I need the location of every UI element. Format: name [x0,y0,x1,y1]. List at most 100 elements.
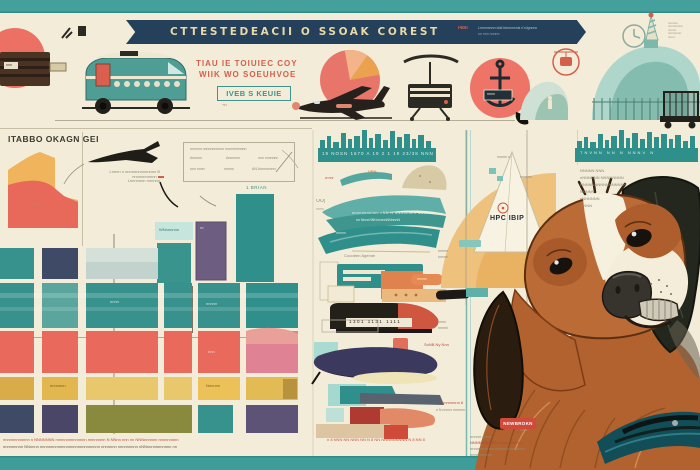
train-bar [321,303,439,333]
top-border-band [0,0,700,13]
table-cell [246,405,298,433]
table-cell [86,248,158,262]
table-footnote-1: nnnnnnnnnnnn n NNNNNNN nnnnnnnnnnnnnn nn… [3,438,179,442]
cell-note: nnnnn [206,302,218,306]
table-cell [164,283,192,328]
dog-right-eye [624,221,652,248]
dog-left-eye [546,249,573,275]
table-grid [0,248,298,433]
pie-chart [320,50,380,110]
fan-top-note: nnnnn n [497,155,510,159]
table-cell [42,283,78,328]
legend-item: nnnnn [224,167,234,171]
legend-item: AN Annnnnnnn [252,167,276,171]
info-line: NNNNNNNNNNNNNNNN [580,182,627,187]
oo-note: OO) [316,199,326,204]
legend-diagonal [275,151,293,173]
legend-item: Annnnnn [226,156,241,160]
dome-building [592,12,700,120]
fan-label: HPC IBIP [490,215,525,222]
skyline-numbers: 19 NOSN 1670 A 19 2 1 19 23/38 NNNNN [322,151,434,156]
caption-line: NNNNNNNNN n nnn nNNNn [470,440,522,445]
news-badge-label: NEWBROKN [503,421,533,426]
plane-note-line: Lnnnnnnn nnnnnn [127,178,160,184]
hill-shape [520,81,568,120]
skyline-right-text: TNVNN NN N NNNV N [580,151,656,155]
plane-note-line: Lnnnn n nnnnnnnnnnnnnn B [109,170,161,174]
caption-line: nnnnnnnnnn [470,452,493,457]
info-line: nNNNNNN NNNNNNNN [580,175,624,180]
table-cell [164,377,192,400]
van-caption-line2: WIIK WO SOEUHVOE [199,70,297,79]
caption-line: nnnnn nnnn [470,434,492,439]
cage-cart-icon [660,91,700,129]
banner-fine-line2: nn nnn nnnnn [478,32,500,36]
info-line: n NNN [580,203,593,208]
dog-head-tufts [577,176,627,196]
slate-note: nnnnnnnn 8 [442,401,464,405]
bar-purple-label: nn [200,226,205,230]
news-badge: NEWBROKN [500,418,536,429]
clock-icon [622,24,646,48]
scribble-marks [61,26,86,39]
camera-tripod-icon [403,54,459,121]
slate-note2: n N nnnnn nnnnnn [436,408,465,412]
table-cell [198,377,240,400]
table-cell [86,405,192,433]
corner-note: nnnnnn nnnnnnnnn nnnnn nnnnnnnn nnnn [668,22,683,39]
axis-lines [436,130,528,305]
gondola-icon [552,48,580,76]
bar-purple [195,221,227,281]
route-badge-label: IVEB S KEUIE [226,89,282,98]
info-line: NNNNN NNN [580,168,605,173]
corner-note-line: nnnnn [668,27,677,32]
table-cell [42,405,78,433]
axis-note3: nnnn [438,320,446,324]
bar-light-label: WNnnnnnn [159,228,180,232]
middle-bottom-note: n 8 NNN NN NNN NN N 8 NN NNNNNNNNN N 8 N… [327,438,425,442]
caption-dots: nnnn [520,429,527,432]
ribbon-text2: nn NnnnNNNnnnnnNNnnnN [356,218,400,222]
ribbon-text1: nnnnnnnnnnn nNN N NNNnnnnn NNNN [352,211,430,215]
right-caption-lines: nnnnn nnnn NNNNNNNNN n nnn nNNNn nnnnnnn… [470,434,562,458]
legend-header: nnnnnn nnnnnnnnnnn nnnnnnnnnnn [190,147,247,151]
beagle-puppy-illustration [473,176,700,470]
camper-van-icon [82,51,190,114]
suitcase-icon [0,52,67,86]
coral-tan-bars [316,407,435,439]
bar-light-teal [155,222,193,283]
banner-red-mark: I48II [458,26,468,31]
table-cell [42,377,78,400]
dog-whisker-dots [650,279,672,295]
wave-ribbons [318,172,446,254]
airplane-icon [292,86,392,120]
corner-note-line: nnnnnnnn [668,31,682,36]
pill-label: nnnnn [417,277,427,281]
brian-note: 1 BRIAN [246,185,268,190]
sub-note: SnNB Ny Nnn [424,343,449,347]
plane-notes: Lnnnn n nnnnnnnnnnnnnn B nnnnnnnnnnn n L… [86,170,161,184]
ribbon-tag: VEN: [368,170,378,174]
banner-fine-line1: Lnnnnnnnn ddd ktnnnnnnls n'nJgnnnn [478,26,538,30]
collar-ring [672,420,678,426]
van-caption-line1: TIAU IE TOIUIEC COY [196,59,298,68]
legend-item: nnn nnnn [190,167,205,171]
table-cell [86,283,158,328]
cell-note: nnn [208,350,215,354]
area-chart [8,152,78,228]
caption-line: nnnnnnnn nnnnnnnnn nnnnnnn [470,446,526,451]
title-banner: CTTESTEDEACII O SSOAK COREST [126,20,586,44]
oo-note2: nnnn [316,207,324,211]
info-line: nNNNNNN [580,196,600,201]
bar-tall-teal [236,194,274,282]
bars-label: Coootren Agenne [344,254,376,258]
table-footnote-2: nnnnnnnnn NNnnnn nnnnnnnnnnnnnnnnnnnnnnn… [3,445,177,449]
sand-mound [402,165,447,190]
anchor-badge [470,58,530,125]
table-cell [86,377,158,400]
table-cell [42,331,78,373]
legend-item: nnn nnnnnnn [258,156,279,160]
train-numbers: 1301 1131 1111 [349,319,402,324]
table-cell [86,331,158,373]
